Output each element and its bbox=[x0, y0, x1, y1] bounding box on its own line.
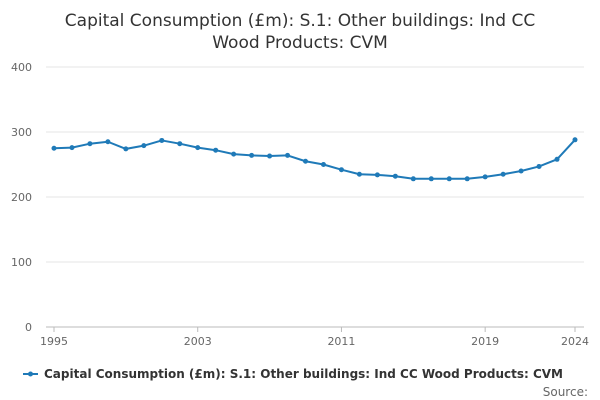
chart-title-line-2: Wood Products: CVM bbox=[212, 33, 388, 53]
data-point[interactable] bbox=[249, 152, 255, 158]
data-point[interactable] bbox=[177, 141, 183, 147]
source-label: Source: bbox=[543, 385, 588, 399]
x-tick-label: 2024 bbox=[561, 335, 589, 348]
x-tick-label: 2003 bbox=[184, 335, 212, 348]
x-tick-label: 1995 bbox=[40, 335, 68, 348]
data-point[interactable] bbox=[303, 158, 309, 164]
data-point[interactable] bbox=[338, 167, 344, 173]
data-point[interactable] bbox=[51, 145, 57, 151]
chart-title-line-1: Capital Consumption (£m): S.1: Other bui… bbox=[65, 11, 535, 31]
y-tick-label: 400 bbox=[11, 61, 32, 74]
y-tick-label: 100 bbox=[11, 256, 32, 269]
data-point[interactable] bbox=[392, 173, 398, 179]
data-point[interactable] bbox=[410, 176, 416, 182]
legend[interactable]: Capital Consumption (£m): S.1: Other bui… bbox=[23, 367, 563, 381]
y-tick-label: 0 bbox=[25, 321, 32, 334]
data-point[interactable] bbox=[518, 168, 524, 174]
data-point[interactable] bbox=[554, 156, 560, 162]
data-point[interactable] bbox=[195, 145, 201, 151]
data-point[interactable] bbox=[69, 145, 75, 151]
y-tick-label: 300 bbox=[11, 126, 32, 139]
data-point[interactable] bbox=[105, 139, 111, 145]
data-point[interactable] bbox=[159, 137, 165, 143]
data-point[interactable] bbox=[482, 174, 488, 180]
legend-marker-dot bbox=[28, 371, 33, 377]
plot-area bbox=[51, 137, 578, 182]
data-point[interactable] bbox=[267, 153, 273, 159]
x-axis: 1995 2003 2011 2019 2024 bbox=[40, 327, 589, 348]
data-point[interactable] bbox=[356, 171, 362, 177]
y-tick-label: 200 bbox=[11, 191, 32, 204]
data-point[interactable] bbox=[572, 137, 578, 143]
data-point[interactable] bbox=[536, 163, 542, 169]
data-point[interactable] bbox=[123, 146, 129, 152]
data-point[interactable] bbox=[428, 176, 434, 182]
data-point[interactable] bbox=[285, 152, 291, 158]
data-point[interactable] bbox=[141, 143, 147, 149]
data-point[interactable] bbox=[231, 151, 237, 157]
grid-lines bbox=[46, 66, 584, 328]
y-axis: 0 100 200 300 400 bbox=[11, 61, 32, 334]
data-point[interactable] bbox=[320, 162, 326, 167]
data-point[interactable] bbox=[464, 176, 470, 182]
data-point[interactable] bbox=[213, 147, 219, 153]
data-point[interactable] bbox=[446, 176, 452, 182]
legend-label: Capital Consumption (£m): S.1: Other bui… bbox=[44, 367, 563, 381]
x-tick-label: 2011 bbox=[327, 335, 355, 348]
x-tick-label: 2019 bbox=[471, 335, 499, 348]
data-point[interactable] bbox=[500, 171, 506, 177]
series-line bbox=[53, 139, 576, 180]
data-point[interactable] bbox=[374, 172, 380, 178]
data-point[interactable] bbox=[87, 141, 93, 147]
